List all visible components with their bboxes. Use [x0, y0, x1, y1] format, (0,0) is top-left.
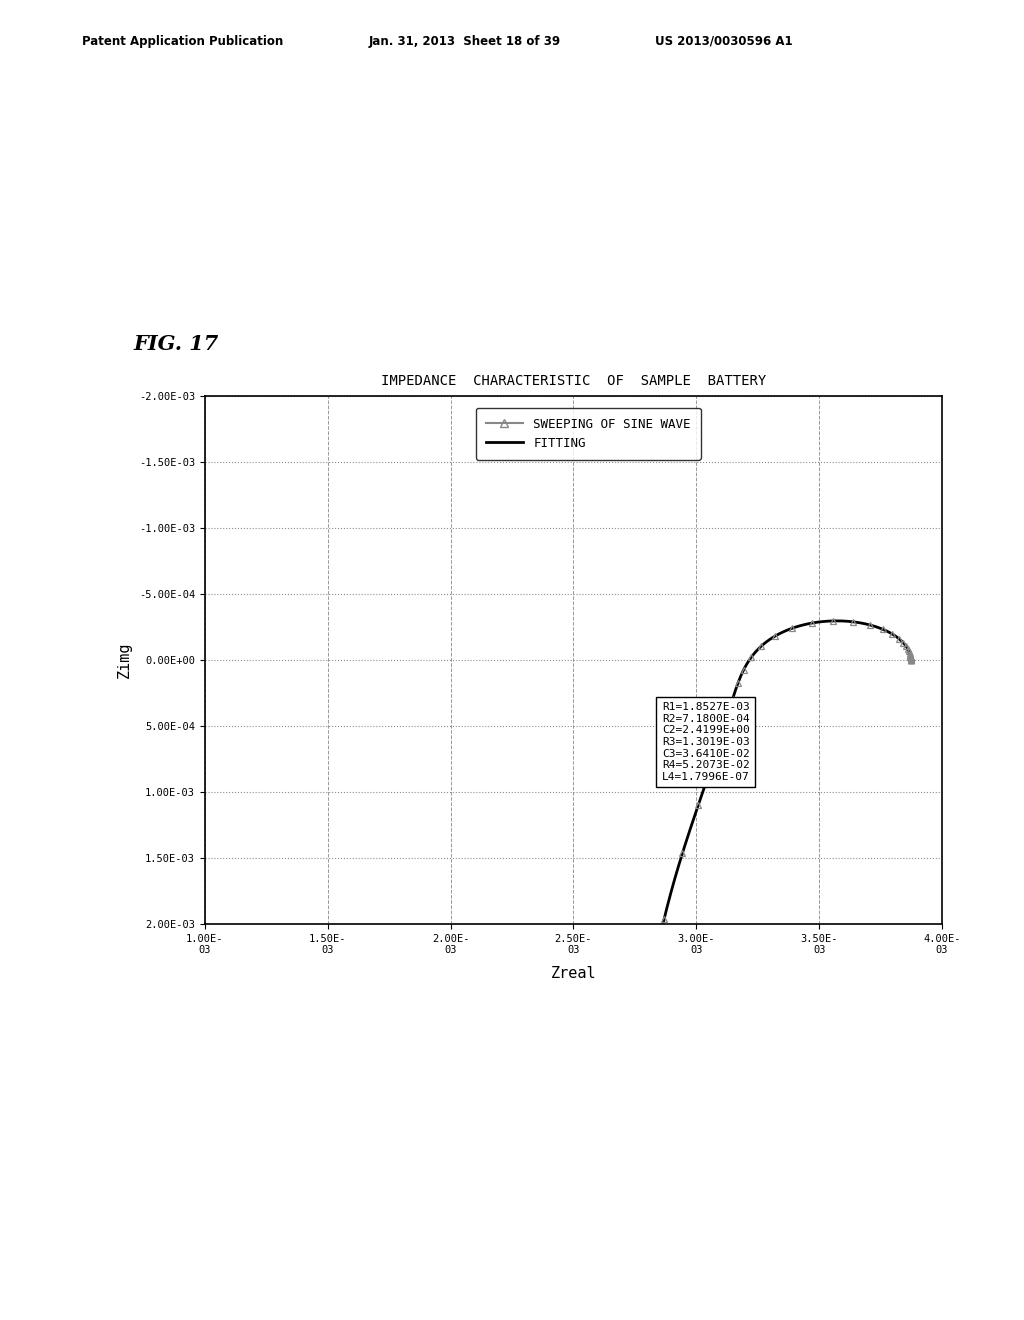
- Text: Patent Application Publication: Patent Application Publication: [82, 34, 284, 48]
- Title: IMPEDANCE  CHARACTERISTIC  OF  SAMPLE  BATTERY: IMPEDANCE CHARACTERISTIC OF SAMPLE BATTE…: [381, 374, 766, 388]
- Y-axis label: Zimg: Zimg: [117, 642, 132, 678]
- Text: FIG. 17: FIG. 17: [133, 334, 218, 354]
- Legend: SWEEPING OF SINE WAVE, FITTING: SWEEPING OF SINE WAVE, FITTING: [476, 408, 700, 459]
- Text: US 2013/0030596 A1: US 2013/0030596 A1: [655, 34, 793, 48]
- Text: R1=1.8527E-03
R2=7.1800E-04
C2=2.4199E+00
R3=1.3019E-03
C3=3.6410E-02
R4=5.2073E: R1=1.8527E-03 R2=7.1800E-04 C2=2.4199E+0…: [662, 702, 750, 781]
- X-axis label: Zreal: Zreal: [551, 966, 596, 982]
- Text: Jan. 31, 2013  Sheet 18 of 39: Jan. 31, 2013 Sheet 18 of 39: [369, 34, 561, 48]
